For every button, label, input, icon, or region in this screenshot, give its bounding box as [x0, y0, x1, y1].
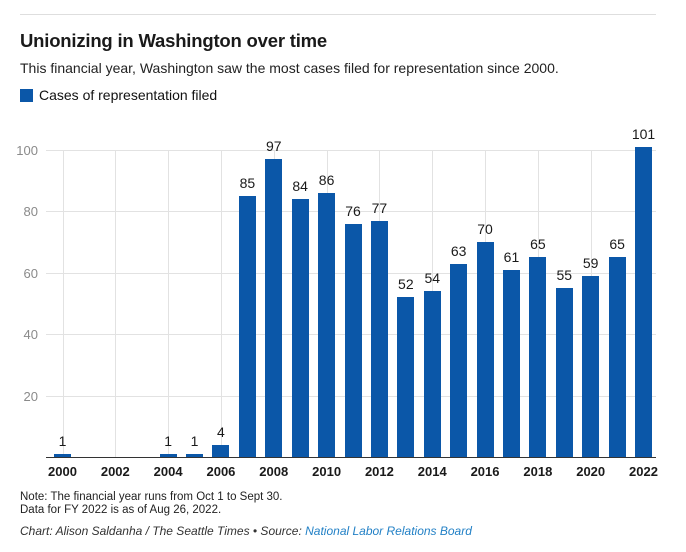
- legend: Cases of representation filed: [20, 87, 217, 103]
- bar-value-label: 65: [530, 236, 546, 253]
- bar-value-label: 86: [318, 171, 335, 188]
- y-tick-label: 20: [23, 388, 38, 404]
- x-gridline: [62, 150, 64, 457]
- bar: [318, 192, 336, 457]
- y-tick-label: 100: [16, 143, 38, 158]
- bar: [370, 220, 388, 457]
- byline: Chart: Alison Saldanha / The Seattle Tim…: [20, 524, 472, 538]
- bar: [397, 297, 415, 457]
- bar-value-label: 76: [345, 202, 361, 219]
- bar-value-label: 97: [265, 138, 282, 155]
- bar-value-label: 1: [164, 432, 173, 449]
- note-line-1: Note: The financial year runs from Oct 1…: [20, 491, 283, 503]
- bar: [186, 453, 204, 457]
- bar-value-label: 101: [631, 125, 656, 142]
- bar-value-label: 70: [477, 221, 493, 238]
- bar: [582, 275, 600, 457]
- source-link[interactable]: National Labor Relations Board: [305, 524, 472, 538]
- x-tick-label: 2022: [629, 464, 658, 479]
- bar: [608, 257, 626, 457]
- bar: [529, 257, 547, 457]
- bar-value-label: 1: [190, 432, 199, 449]
- x-tick-label: 2020: [576, 464, 606, 479]
- y-tick-label: 60: [23, 265, 38, 281]
- bar: [212, 444, 230, 457]
- x-tick-label: 2016: [470, 464, 500, 479]
- x-tick-label: 2012: [364, 464, 394, 479]
- bar-value-label: 59: [582, 254, 599, 271]
- bar: [54, 453, 71, 457]
- bar-value-label: 4: [217, 423, 225, 440]
- y-tick-label: 40: [23, 327, 38, 343]
- x-tick-label: 2010: [312, 464, 342, 479]
- y-tick-label: 80: [23, 204, 38, 220]
- x-tick-label: 2008: [259, 464, 289, 479]
- bar: [344, 223, 362, 457]
- bar: [423, 291, 441, 457]
- bar: [238, 196, 256, 457]
- bar: [502, 269, 520, 457]
- bar-value-label: 54: [424, 270, 441, 287]
- legend-swatch: [20, 88, 33, 102]
- bar-value-label: 77: [371, 199, 388, 216]
- x-gridline: [168, 150, 170, 457]
- x-tick-label: 2014: [417, 464, 447, 479]
- top-divider: [20, 14, 656, 15]
- bar: [635, 146, 653, 457]
- bar-value-label: 85: [239, 175, 256, 192]
- bar: [159, 453, 177, 457]
- page-title: Unionizing in Washington over time: [20, 30, 328, 51]
- byline-text: Chart: Alison Saldanha / The Seattle Tim…: [20, 524, 306, 538]
- bar-value-label: 55: [556, 267, 573, 284]
- bar-value-label: 61: [503, 248, 520, 265]
- bar: [476, 242, 494, 457]
- bar-value-label: 65: [609, 236, 625, 253]
- y-gridline: [46, 150, 656, 151]
- legend-label: Cases of representation filed: [39, 87, 218, 103]
- chart-subtitle: This financial year, Washington saw the …: [20, 60, 559, 76]
- x-tick-label: 2000: [48, 464, 77, 479]
- x-tick-label: 2006: [206, 464, 236, 479]
- bar-value-label: 63: [450, 242, 467, 259]
- bar: [555, 288, 573, 457]
- y-gridline: [46, 211, 656, 213]
- x-axis-line: [46, 457, 656, 458]
- bar: [291, 199, 309, 457]
- x-tick-label: 2018: [523, 464, 553, 479]
- bar: [265, 159, 283, 457]
- bar-value-label: 1: [58, 432, 67, 449]
- note-line-2: Data for FY 2022 is as of Aug 26, 2022.: [20, 504, 222, 516]
- x-tick-label: 2004: [153, 464, 183, 479]
- bar: [450, 263, 468, 457]
- x-gridline: [115, 150, 117, 457]
- x-tick-label: 2002: [100, 464, 130, 479]
- bar-value-label: 52: [398, 276, 414, 293]
- x-gridline: [220, 150, 222, 457]
- bar-value-label: 84: [292, 178, 308, 195]
